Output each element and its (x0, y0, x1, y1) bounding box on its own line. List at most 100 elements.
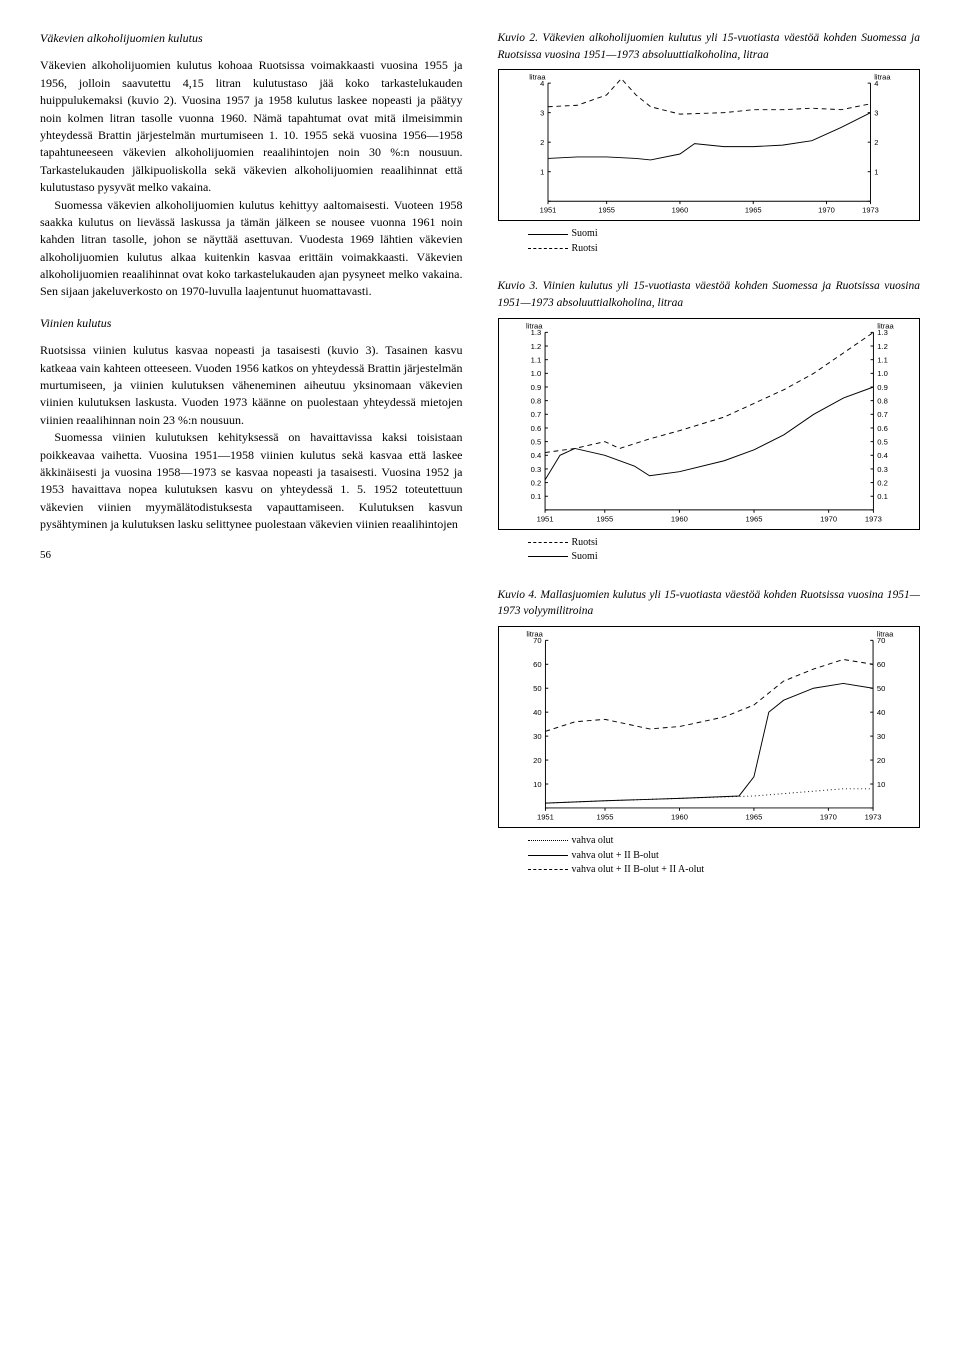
fig2-chart: litraalitraa1122334419511955196019651970… (498, 69, 921, 221)
heading-spirits: Väkevien alkoholijuomien kulutus (40, 30, 463, 47)
svg-text:1965: 1965 (745, 514, 762, 523)
svg-text:3: 3 (874, 109, 878, 118)
para-3: Ruotsissa viinien kulutus kasvaa nopeast… (40, 342, 463, 429)
svg-text:0.3: 0.3 (877, 464, 888, 473)
svg-text:1.2: 1.2 (530, 342, 541, 351)
svg-text:1.3: 1.3 (530, 328, 541, 337)
svg-text:1973: 1973 (864, 514, 881, 523)
svg-text:0.2: 0.2 (877, 478, 888, 487)
svg-text:1970: 1970 (818, 206, 835, 215)
svg-text:1970: 1970 (819, 812, 836, 821)
svg-text:1.3: 1.3 (877, 328, 888, 337)
svg-text:1960: 1960 (670, 812, 687, 821)
svg-text:0.5: 0.5 (877, 437, 888, 446)
svg-text:0.4: 0.4 (877, 451, 888, 460)
svg-text:0.6: 0.6 (877, 424, 888, 433)
svg-text:30: 30 (533, 732, 541, 741)
svg-text:1951: 1951 (539, 206, 556, 215)
svg-text:1955: 1955 (596, 514, 613, 523)
legend-item: vahva olut + II B-olut + II A-olut (528, 863, 921, 878)
svg-text:0.6: 0.6 (530, 424, 541, 433)
fig3-caption: Kuvio 3. Viinien kulutus yli 15-vuotiast… (498, 278, 921, 311)
svg-text:0.7: 0.7 (877, 410, 888, 419)
svg-text:50: 50 (533, 684, 541, 693)
fig2-label: Kuvio 2. (498, 32, 539, 44)
right-column: Kuvio 2. Väkevien alkoholijuomien kulutu… (498, 30, 921, 900)
fig2-caption: Kuvio 2. Väkevien alkoholijuomien kulutu… (498, 30, 921, 63)
svg-text:1970: 1970 (820, 514, 837, 523)
svg-text:0.8: 0.8 (530, 396, 541, 405)
svg-text:70: 70 (876, 636, 884, 645)
fig2-legend: Suomi Ruotsi (528, 227, 921, 256)
legend-item: Suomi (528, 227, 921, 242)
svg-text:1.0: 1.0 (530, 369, 541, 378)
fig4-chart: litraalitraa1010202030304040505060607070… (498, 626, 921, 828)
svg-text:1.1: 1.1 (530, 355, 541, 364)
svg-text:10: 10 (533, 780, 541, 789)
svg-text:1973: 1973 (864, 812, 881, 821)
legend-item: Suomi (528, 550, 921, 565)
svg-text:1960: 1960 (670, 514, 687, 523)
legend-label: Suomi (572, 551, 598, 562)
svg-text:1951: 1951 (536, 514, 553, 523)
svg-text:2: 2 (540, 138, 544, 147)
svg-text:0.9: 0.9 (877, 383, 888, 392)
legend-label: Ruotsi (572, 537, 598, 548)
svg-text:1.1: 1.1 (877, 355, 888, 364)
svg-text:0.8: 0.8 (877, 396, 888, 405)
svg-text:0.3: 0.3 (530, 464, 541, 473)
svg-text:1955: 1955 (596, 812, 613, 821)
svg-text:1965: 1965 (744, 206, 761, 215)
fig3-legend: Ruotsi Suomi (528, 536, 921, 565)
svg-text:70: 70 (533, 636, 541, 645)
svg-text:0.2: 0.2 (530, 478, 541, 487)
legend-item: Ruotsi (528, 242, 921, 257)
svg-text:1: 1 (874, 168, 878, 177)
svg-text:10: 10 (876, 780, 884, 789)
legend-label: vahva olut + II B-olut + II A-olut (572, 864, 705, 875)
legend-label: Suomi (572, 228, 598, 239)
fig4-label: Kuvio 4. (498, 589, 537, 601)
svg-text:40: 40 (533, 708, 541, 717)
legend-label: vahva olut (572, 835, 614, 846)
svg-text:60: 60 (533, 660, 541, 669)
legend-label: vahva olut + II B-olut (572, 850, 659, 861)
svg-text:0.4: 0.4 (530, 451, 541, 460)
legend-label: Ruotsi (572, 243, 598, 254)
svg-text:30: 30 (876, 732, 884, 741)
fig4-caption: Kuvio 4. Mallasjuomien kulutus yli 15-vu… (498, 587, 921, 620)
svg-text:20: 20 (876, 756, 884, 765)
fig2-caption-text: Väkevien alkoholijuomien kulutus yli 15-… (498, 32, 920, 61)
para-4: Suomessa viinien kulutuksen kehityksessä… (40, 429, 463, 533)
svg-text:0.1: 0.1 (877, 492, 888, 501)
svg-text:40: 40 (876, 708, 884, 717)
svg-text:1.2: 1.2 (877, 342, 888, 351)
left-column: Väkevien alkoholijuomien kulutus Väkevie… (40, 30, 463, 900)
svg-text:0.1: 0.1 (530, 492, 541, 501)
svg-text:1960: 1960 (671, 206, 688, 215)
svg-text:1965: 1965 (745, 812, 762, 821)
svg-text:1.0: 1.0 (877, 369, 888, 378)
svg-text:1955: 1955 (598, 206, 615, 215)
fig3-label: Kuvio 3. (498, 280, 539, 292)
svg-text:0.5: 0.5 (530, 437, 541, 446)
para-2: Suomessa väkevien alkoholijuomien kulutu… (40, 197, 463, 301)
legend-item: vahva olut (528, 834, 921, 849)
legend-item: vahva olut + II B-olut (528, 849, 921, 864)
svg-text:1: 1 (540, 168, 544, 177)
svg-text:1951: 1951 (536, 812, 553, 821)
svg-text:60: 60 (876, 660, 884, 669)
svg-text:2: 2 (874, 138, 878, 147)
fig3-chart: litraalitraa0.10.10.20.20.30.30.40.40.50… (498, 318, 921, 530)
svg-text:0.7: 0.7 (530, 410, 541, 419)
page-columns: Väkevien alkoholijuomien kulutus Väkevie… (40, 30, 920, 900)
heading-wines: Viinien kulutus (40, 315, 463, 332)
fig4-legend: vahva olut vahva olut + II B-olut vahva ol… (528, 834, 921, 878)
svg-text:50: 50 (876, 684, 884, 693)
svg-text:3: 3 (540, 109, 544, 118)
svg-text:20: 20 (533, 756, 541, 765)
svg-text:0.9: 0.9 (530, 383, 541, 392)
svg-text:4: 4 (874, 79, 878, 88)
svg-text:4: 4 (540, 79, 544, 88)
fig3-caption-text: Viinien kulutus yli 15-vuotiasta väestöä… (498, 280, 921, 309)
